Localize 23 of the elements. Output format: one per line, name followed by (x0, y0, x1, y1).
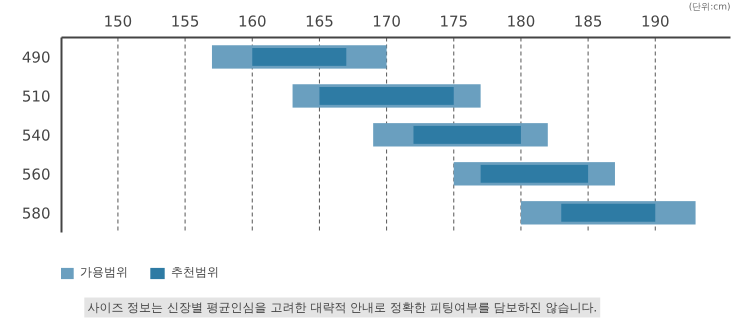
x-tick-label: 175 (439, 12, 468, 30)
bar (252, 48, 346, 66)
x-tick-label: 150 (104, 12, 132, 30)
x-tick-label: 155 (170, 12, 200, 30)
bar (480, 164, 588, 183)
x-tick-label: 185 (574, 12, 602, 30)
bar (561, 204, 656, 222)
y-tick-label: 510 (22, 87, 51, 106)
y-tick-label: 490 (22, 48, 51, 66)
x-axis-title: (단위:cm) (688, 2, 731, 12)
text: 사이즈 정보는 신장별 평균인심을 고려한 대략적 안내로 정확한 피팅여부를 담보하진 않습니다. (87, 300, 598, 314)
x-tick-label: 170 (372, 12, 401, 30)
y-tick-label: 560 (22, 165, 51, 184)
legend-label: 가용범위 (80, 264, 128, 281)
x-tick-label: 180 (506, 12, 536, 30)
y-tick-label: 540 (22, 126, 51, 144)
bar (319, 86, 454, 105)
x-tick-label: 190 (640, 12, 670, 30)
y-tick-label: 580 (22, 204, 51, 222)
bar (413, 126, 521, 144)
x-tick-label: 165 (305, 12, 334, 30)
x-tick-label: 160 (238, 12, 267, 30)
legend-label: 추천범위 (171, 264, 219, 281)
